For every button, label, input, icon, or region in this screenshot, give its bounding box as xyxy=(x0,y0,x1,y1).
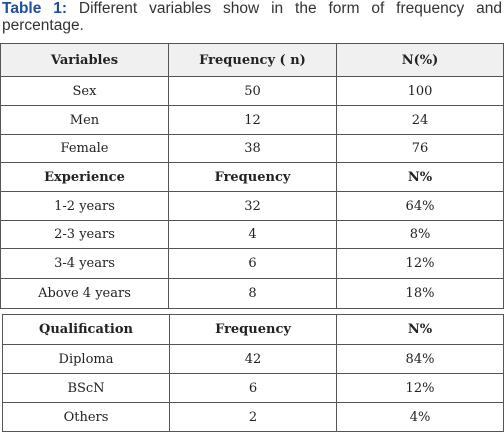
table-row: 2-3 years 4 8% xyxy=(0,220,504,249)
cell-variable: Men xyxy=(0,105,169,135)
table-row: Above 4 years 8 18% xyxy=(0,278,504,309)
cell-percent: 100 xyxy=(336,76,504,106)
caption-label: Table 1: xyxy=(2,0,68,17)
cell-percent: 18% xyxy=(336,278,504,309)
cell-variable: Female xyxy=(0,134,169,163)
cell-variable: Above 4 years xyxy=(0,278,169,309)
table-row: Men 12 24 xyxy=(0,105,504,135)
table-row: 3-4 years 6 12% xyxy=(0,248,504,279)
cell-percent: 8% xyxy=(336,220,504,249)
cell-frequency: 8 xyxy=(168,278,337,309)
subheader-row: Experience Frequency N% xyxy=(0,162,504,192)
header-frequency: Frequency ( n) xyxy=(168,43,337,77)
cell-frequency: 2 xyxy=(169,402,337,432)
cell-frequency: 32 xyxy=(168,191,337,221)
caption-text: Different variables show in the form of … xyxy=(2,0,503,34)
cell-frequency: 50 xyxy=(168,76,337,106)
qualification-table: Qualification Frequency N% Diploma 42 84… xyxy=(2,314,504,432)
table-row: Sex 50 100 xyxy=(0,76,504,106)
cell-percent: 12% xyxy=(336,373,504,403)
cell-frequency: 42 xyxy=(169,344,337,374)
cell-variable: 3-4 years xyxy=(0,248,169,279)
table-caption: Table 1: Different variables show in the… xyxy=(2,0,502,34)
demographics-table: Variables Frequency ( n) N(%) Sex 50 100… xyxy=(0,43,504,309)
table-row: 1-2 years 32 64% xyxy=(0,191,504,221)
header-variables: Variables xyxy=(0,43,169,77)
header-frequency: Frequency xyxy=(169,314,337,345)
table-row: Diploma 42 84% xyxy=(2,344,504,374)
cell-qualification: BScN xyxy=(2,373,170,403)
cell-frequency: 38 xyxy=(168,134,337,163)
header-qualification: Qualification xyxy=(2,314,170,345)
cell-percent: 64% xyxy=(336,191,504,221)
cell-frequency: 6 xyxy=(168,248,337,279)
cell-frequency: 12 xyxy=(168,105,337,135)
cell-qualification: Diploma xyxy=(2,344,170,374)
cell-percent: 84% xyxy=(336,344,504,374)
subheader-experience: Experience xyxy=(0,162,169,192)
cell-frequency: 4 xyxy=(168,220,337,249)
cell-frequency: 6 xyxy=(169,373,337,403)
cell-percent: 12% xyxy=(336,248,504,279)
header-row: Qualification Frequency N% xyxy=(2,314,504,345)
table-row: BScN 6 12% xyxy=(2,373,504,403)
cell-variable: 2-3 years xyxy=(0,220,169,249)
subheader-percent: N% xyxy=(336,162,504,192)
cell-percent: 4% xyxy=(336,402,504,432)
cell-qualification: Others xyxy=(2,402,170,432)
table-row: Others 2 4% xyxy=(2,402,504,432)
header-row: Variables Frequency ( n) N(%) xyxy=(0,43,504,77)
cell-variable: 1-2 years xyxy=(0,191,169,221)
cell-variable: Sex xyxy=(0,76,169,106)
cell-percent: 76 xyxy=(336,134,504,163)
table-row: Female 38 76 xyxy=(0,134,504,163)
header-percent: N% xyxy=(336,314,504,345)
subheader-frequency: Frequency xyxy=(168,162,337,192)
header-percent: N(%) xyxy=(336,43,504,77)
cell-percent: 24 xyxy=(336,105,504,135)
